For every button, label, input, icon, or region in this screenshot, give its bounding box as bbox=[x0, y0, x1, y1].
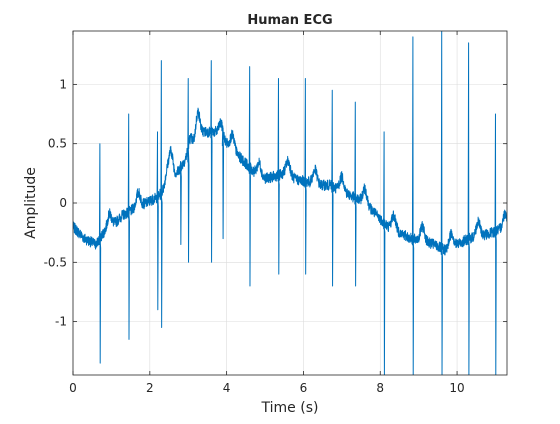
x-tick-label: 2 bbox=[146, 381, 154, 395]
x-tick-label: 10 bbox=[449, 381, 464, 395]
chart-title: Human ECG bbox=[247, 13, 332, 28]
y-tick-label: -1 bbox=[55, 315, 67, 329]
y-tick-label: -0.5 bbox=[44, 255, 67, 269]
x-tick-label: 8 bbox=[376, 381, 384, 395]
y-axis-label: Amplitude bbox=[23, 167, 39, 239]
y-tick-label: 0 bbox=[59, 196, 67, 210]
series-line-ecg bbox=[73, 31, 507, 375]
y-tick-label: 0.5 bbox=[48, 137, 67, 151]
x-tick-label: 4 bbox=[223, 381, 231, 395]
ticks: 0 2 4 6 8 10 -1 -0.5 0 0.5 1 bbox=[44, 31, 507, 395]
grid bbox=[72, 31, 507, 375]
x-tick-label: 6 bbox=[300, 381, 308, 395]
x-tick-label: 0 bbox=[69, 381, 77, 395]
y-tick-label: 1 bbox=[59, 77, 67, 91]
x-axis-label: Time (s) bbox=[261, 400, 319, 416]
